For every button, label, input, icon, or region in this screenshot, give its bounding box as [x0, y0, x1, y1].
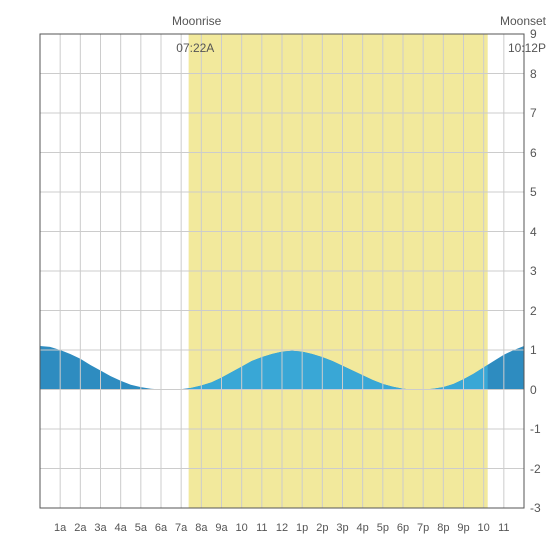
y-tick: 8 [530, 67, 537, 81]
tide-moon-chart: Moonrise 07:22A Moonset 10:12P 9 8 7 6 5 4 3 2 1… [0, 0, 550, 550]
x-tick: 4p [357, 522, 369, 534]
x-tick: 10 [236, 522, 248, 534]
moonrise-time: 07:22A [176, 41, 214, 55]
y-tick: 5 [530, 185, 537, 199]
y-tick: 3 [530, 264, 537, 278]
y-tick: 4 [530, 225, 537, 239]
moonset-time: 10:12P [508, 41, 546, 55]
x-tick: 3p [336, 522, 348, 534]
x-tick: 3a [94, 522, 106, 534]
x-tick: 2a [74, 522, 86, 534]
x-tick: 9a [215, 522, 227, 534]
x-tick: 6a [155, 522, 167, 534]
x-tick: 8p [437, 522, 449, 534]
x-tick: 11 [256, 522, 267, 534]
x-tick: 5a [135, 522, 147, 534]
x-tick: 7a [175, 522, 187, 534]
x-tick: 12 [276, 522, 288, 534]
y-tick: 9 [530, 27, 537, 41]
y-tick: 0 [530, 383, 537, 397]
moonrise-title: Moonrise [172, 14, 221, 28]
x-tick: 8a [195, 522, 207, 534]
x-tick: 5p [377, 522, 389, 534]
x-tick: 11 [498, 522, 509, 534]
x-tick: 1p [296, 522, 308, 534]
y-tick: -3 [530, 501, 541, 515]
moonset-title: Moonset [500, 14, 546, 28]
moonrise-label: Moonrise 07:22A [159, 2, 219, 68]
chart-svg [0, 0, 550, 550]
y-tick: 1 [530, 343, 537, 357]
x-tick: 6p [397, 522, 409, 534]
y-tick: -2 [530, 462, 541, 476]
x-tick: 7p [417, 522, 429, 534]
x-tick: 9p [457, 522, 469, 534]
x-tick: 4a [115, 522, 127, 534]
y-tick: 2 [530, 304, 537, 318]
y-tick: -1 [530, 422, 541, 436]
y-tick: 6 [530, 146, 537, 160]
x-tick: 2p [316, 522, 328, 534]
y-tick: 7 [530, 106, 537, 120]
x-tick: 1a [54, 522, 66, 534]
moonset-label: Moonset 10:12P [486, 2, 546, 68]
x-tick: 10 [478, 522, 490, 534]
